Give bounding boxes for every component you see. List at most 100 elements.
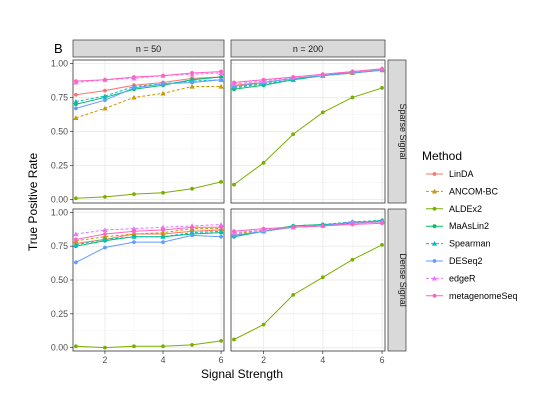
x-tick-label: 6: [380, 355, 385, 365]
panel-n-50-sparse-signal: 0.00 0.25 0.50 0.75 1.00: [51, 58, 225, 205]
series-line: [75, 228, 222, 242]
data-point: [219, 225, 223, 230]
legend: Method LinDA ANCOM-BC ALDEx2 MaAsLin2 Spearm…: [422, 149, 518, 301]
data-point: [261, 226, 266, 231]
series-aldex2: [232, 242, 384, 342]
legend-label: edgeR: [449, 273, 476, 283]
series-metagenomeseq: [232, 66, 384, 85]
y-tick-label: 0.00: [51, 343, 68, 353]
y-tick-label: 0.25: [51, 161, 68, 171]
y-tick-label: 0.50: [51, 275, 68, 285]
data-point: [132, 192, 136, 197]
panel-border: [230, 59, 386, 204]
panel-n-200-dense-signal: 2 4 6: [230, 208, 386, 365]
data-point: [380, 86, 384, 90]
data-point: [232, 337, 236, 342]
data-point: [219, 338, 223, 343]
y-tick-label: 0.00: [51, 195, 68, 205]
data-point: [232, 229, 236, 234]
x-tick-label: 6: [219, 355, 224, 365]
series-line: [75, 232, 222, 247]
data-point: [74, 260, 78, 265]
y-tick-label: 1.00: [51, 58, 68, 68]
column-strip-label: n = 50: [136, 44, 161, 54]
data-point: [131, 226, 137, 231]
data-point: [102, 105, 108, 111]
data-point: [291, 292, 296, 297]
data-point: [218, 228, 224, 234]
y-axis-title: True Positive Rate: [26, 153, 40, 252]
data-point: [74, 79, 78, 84]
data-point: [189, 83, 195, 89]
data-point: [219, 69, 223, 74]
data-point: [219, 234, 223, 239]
data-point: [219, 77, 223, 82]
data-point: [261, 322, 266, 327]
legend-item-spearman: Spearman: [426, 239, 491, 249]
series-line: [75, 229, 222, 244]
legend-item-maaslin2: MaAsLin2: [426, 221, 489, 231]
data-point: [131, 234, 137, 239]
row-strip-label: Sparse Signal: [398, 103, 408, 159]
data-point: [131, 231, 137, 237]
data-point: [103, 245, 107, 250]
series-metagenomeseq: [232, 221, 384, 234]
series-edger: [73, 221, 224, 237]
data-point: [103, 77, 107, 82]
series-line: [75, 224, 222, 235]
data-point: [102, 227, 108, 233]
panel-tag: B: [54, 41, 63, 56]
series-metagenomeseq: [74, 225, 223, 242]
series-line: [233, 244, 383, 340]
y-tick-label: 0.75: [51, 92, 68, 102]
series-line: [75, 340, 222, 349]
data-point: [74, 344, 78, 349]
y-tick-label: 1.00: [51, 207, 68, 217]
data-point: [218, 221, 224, 227]
data-point: [291, 225, 296, 230]
series-ancom-bc: [73, 83, 224, 120]
data-point: [261, 160, 266, 165]
data-point: [132, 240, 136, 245]
data-point: [190, 80, 194, 85]
series-line: [75, 76, 222, 96]
data-point: [131, 94, 137, 100]
data-point: [161, 228, 165, 232]
data-point: [190, 343, 194, 347]
legend-label: DESeq2: [449, 256, 483, 266]
legend-label: Spearman: [449, 239, 491, 249]
legend-label: LinDA: [449, 169, 474, 179]
series-line: [75, 234, 222, 263]
data-point: [350, 222, 355, 227]
series-line: [233, 68, 383, 83]
data-point: [160, 224, 166, 230]
data-point: [73, 115, 79, 120]
legend-item-linda: LinDA: [426, 169, 474, 179]
data-point: [219, 179, 223, 184]
column-strip-label: n = 200: [293, 44, 323, 54]
data-point: [161, 240, 165, 245]
data-point: [160, 230, 166, 235]
data-point: [232, 182, 236, 187]
data-point: [320, 224, 325, 228]
data-point: [380, 221, 384, 226]
series-aldex2: [232, 86, 384, 187]
panel-border: [230, 208, 386, 352]
legend-title: Method: [422, 149, 462, 163]
legend-item-edger: edgeR: [426, 273, 476, 283]
data-point: [320, 110, 325, 115]
x-tick-label: 4: [161, 355, 166, 365]
legend-key-marker: [431, 275, 438, 281]
legend-label: metagenomeSeq: [449, 291, 518, 301]
series-line: [233, 69, 383, 88]
series-line: [75, 79, 222, 109]
series-line: [75, 86, 222, 119]
data-point: [103, 345, 107, 350]
data-point: [320, 275, 325, 280]
data-point: [73, 98, 79, 104]
series-line: [75, 181, 222, 199]
data-point: [102, 236, 108, 242]
legend-key-marker: [431, 188, 438, 194]
series-aldex2: [74, 338, 223, 350]
series-line: [75, 226, 222, 240]
